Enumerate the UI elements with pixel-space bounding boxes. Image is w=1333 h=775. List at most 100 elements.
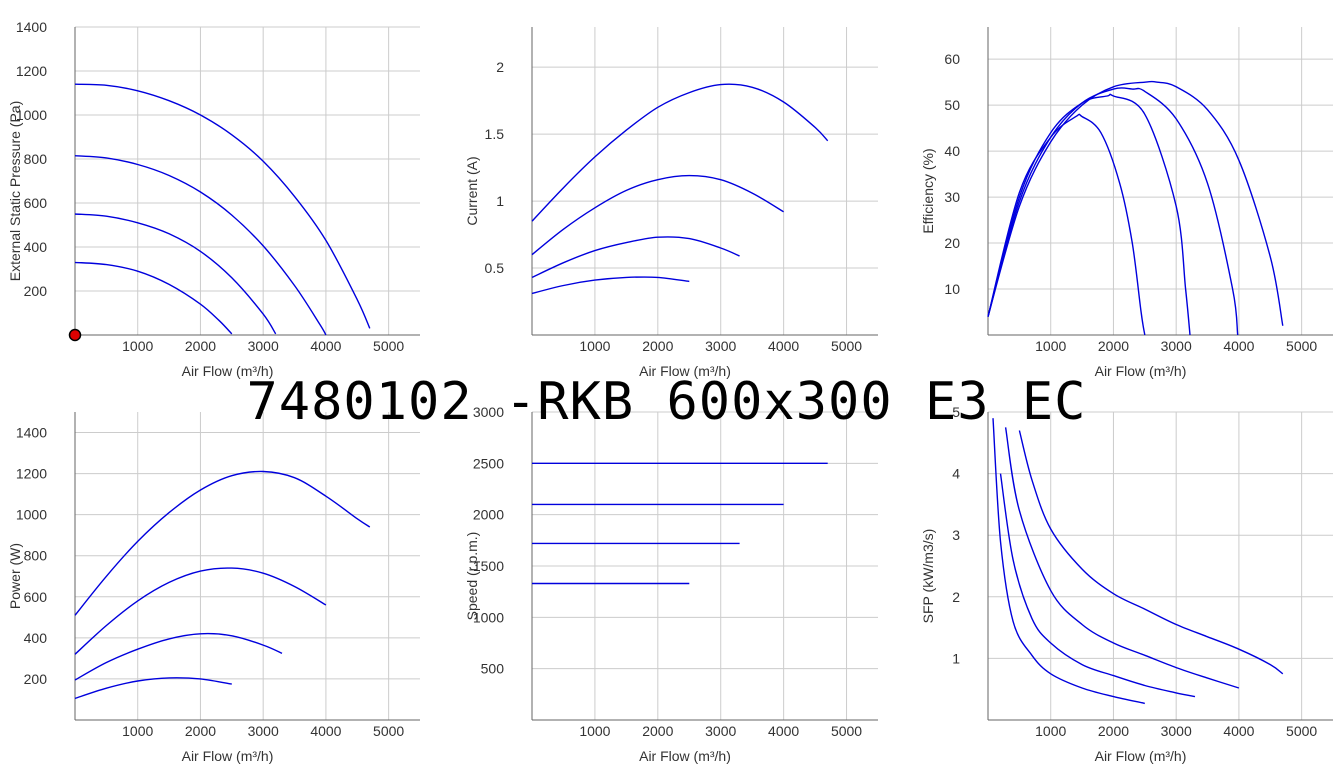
x-tick-label: 4000 [310,723,341,739]
x-tick-label: 2000 [1098,723,1129,739]
y-tick-label: 40 [944,143,960,159]
y-tick-label: 400 [24,630,48,646]
x-tick-label: 5000 [1286,723,1317,739]
y-tick-label: 1400 [16,19,47,35]
x-axis-label: Air Flow (m³/h) [182,363,274,379]
x-tick-label: 3000 [248,723,279,739]
x-tick-label: 3000 [248,338,279,354]
y-tick-label: 800 [24,548,48,564]
x-tick-label: 4000 [310,338,341,354]
x-axis-label: Air Flow (m³/h) [182,748,274,764]
x-tick-label: 2000 [642,723,673,739]
series-line-3 [999,473,1196,698]
y-tick-label: 1.5 [485,126,505,142]
x-tick-label: 5000 [1286,338,1317,354]
y-tick-label: 200 [24,671,48,687]
x-tick-label: 5000 [831,338,862,354]
series-line-1 [74,470,371,616]
page-title: 7480102 -RKB 600x300 E3 EC [246,372,1087,432]
series-line-4 [531,276,690,295]
y-tick-label: 30 [944,189,960,205]
y-tick-label: 500 [481,661,505,677]
x-tick-label: 2000 [185,338,216,354]
y-axis-label: Current (A) [464,156,480,225]
series-line-2 [987,87,1239,336]
x-tick-label: 3000 [1161,338,1192,354]
y-axis-label: SFP (kW/m3/s) [920,529,936,624]
y-tick-label: 600 [24,589,48,605]
x-tick-label: 5000 [831,723,862,739]
series-line-4 [987,113,1146,336]
y-tick-label: 1000 [16,107,47,123]
y-axis-label: External Static Pressure (Pa) [7,101,23,282]
y-tick-label: 1500 [473,558,504,574]
y-tick-label: 10 [944,281,960,297]
x-tick-label: 1000 [122,723,153,739]
series-line-2 [531,174,784,256]
chart-panel-4: 1000 2000 3000 4000 5000 200 400 600 800 1000 1200… [7,412,420,764]
x-tick-label: 1000 [579,338,610,354]
series-line-2 [74,567,327,655]
x-tick-label: 1000 [579,723,610,739]
y-tick-label: 3 [952,527,960,543]
y-tick-label: 3000 [473,404,504,420]
x-tick-label: 3000 [1161,723,1192,739]
y-tick-label: 1200 [16,63,47,79]
x-tick-label: 4000 [1223,338,1254,354]
y-tick-label: 400 [24,239,48,255]
y-tick-label: 800 [24,151,48,167]
y-tick-label: 2 [952,589,960,605]
y-tick-label: 200 [24,283,48,299]
x-tick-label: 5000 [373,338,404,354]
x-tick-label: 4000 [768,338,799,354]
series-line-4 [74,677,232,700]
x-tick-label: 3000 [705,723,736,739]
y-tick-label: 2 [496,59,504,75]
chart-panel-6: 1000 2000 3000 4000 5000 1 2 3 4 5 Air Flow (m³/h)… [920,404,1333,764]
series-line-3 [531,236,740,279]
series-line-1 [987,80,1284,326]
series-line-1 [531,83,829,222]
x-tick-label: 1000 [122,338,153,354]
y-tick-label: 50 [944,97,960,113]
series-line-2 [74,155,327,336]
operating-point-marker [68,328,82,342]
chart-panel-2: 1000 2000 3000 4000 5000 0.5 1 1.5 2 Air Flow (m³… [464,27,878,379]
x-axis-label: Air Flow (m³/h) [1095,363,1187,379]
y-tick-label: 600 [24,195,48,211]
y-tick-label: 1000 [16,507,47,523]
y-tick-label: 1 [496,193,504,209]
x-tick-label: 1000 [1035,723,1066,739]
chart-panel-5: 1000 2000 3000 4000 5000 500 1000 1500 2000 2500 3… [464,404,878,764]
series-line-1 [74,83,371,329]
y-axis-label: Efficiency (%) [920,148,936,233]
y-tick-label: 1200 [16,466,47,482]
y-tick-label: 2500 [473,455,504,471]
y-axis-label: Speed (r.p.m.) [464,532,480,621]
chart-panel-1: 1000 2000 3000 4000 5000 200 400 600 800 1000 1200… [7,19,420,379]
x-axis-label: Air Flow (m³/h) [639,363,731,379]
x-tick-label: 2000 [642,338,673,354]
x-tick-label: 2000 [1098,338,1129,354]
y-tick-label: 1 [952,650,960,666]
y-tick-label: 60 [944,51,960,67]
x-tick-label: 4000 [1223,723,1254,739]
x-axis-label: Air Flow (m³/h) [639,748,731,764]
y-tick-label: 1000 [473,609,504,625]
x-tick-label: 4000 [768,723,799,739]
series-line-3 [74,632,283,681]
y-tick-label: 1400 [16,425,47,441]
series-line-2 [1004,427,1240,689]
x-tick-label: 1000 [1035,338,1066,354]
y-tick-label: 5 [952,404,960,420]
series-line-3 [74,213,277,335]
y-tick-label: 2000 [473,507,504,523]
x-tick-label: 2000 [185,723,216,739]
y-tick-label: 20 [944,235,960,251]
x-tick-label: 3000 [705,338,736,354]
x-axis-label: Air Flow (m³/h) [1095,748,1187,764]
series-line-1 [1018,430,1284,675]
series-line-3 [987,93,1191,336]
x-tick-label: 5000 [373,723,404,739]
